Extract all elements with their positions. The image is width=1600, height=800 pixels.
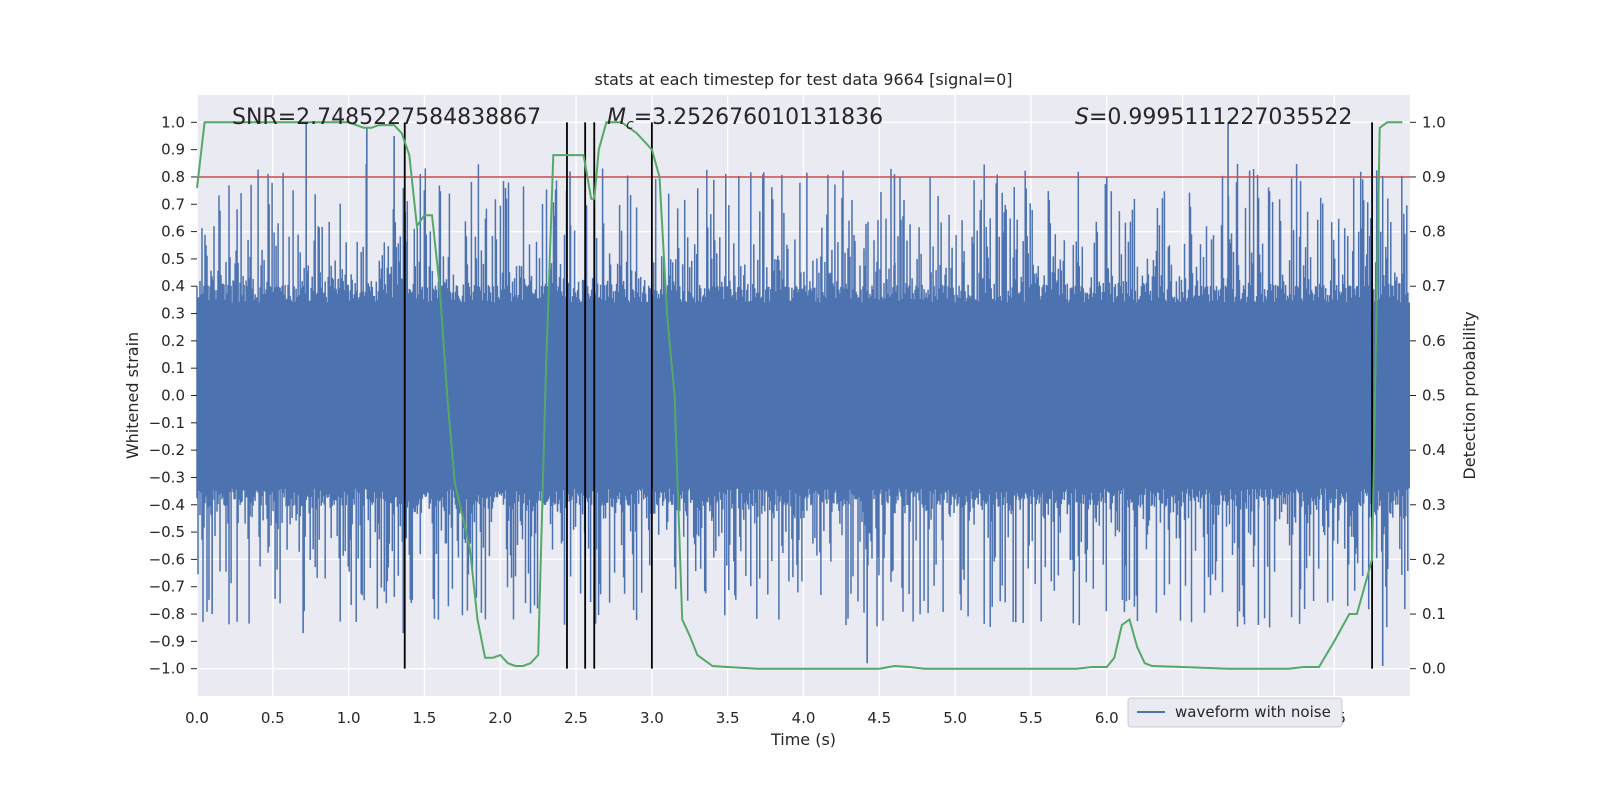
x-tick-label: 6.0: [1095, 709, 1119, 727]
x-axis-label: Time (s): [770, 730, 836, 749]
y2-axis-label: Detection probability: [1460, 311, 1479, 479]
y-tick-label: 0.1: [161, 359, 185, 377]
y-tick-label: 0.7: [161, 195, 185, 213]
s-symbol: S: [1075, 105, 1089, 130]
y2-tick-label: 0.9: [1422, 168, 1446, 186]
y2-tick-label: 0.2: [1422, 550, 1446, 568]
y-tick-label: 0.4: [161, 277, 185, 295]
y2-tick-label: 0.1: [1422, 605, 1446, 623]
y-tick-label: −1.0: [149, 660, 185, 678]
y-tick-label: −0.3: [149, 468, 185, 486]
y2-tick-label: 0.3: [1422, 496, 1446, 514]
y2-tick-label: 0.7: [1422, 277, 1446, 295]
mc-symbol: M: [607, 105, 626, 130]
x-tick-label: 3.0: [640, 709, 664, 727]
x-tick-label: 5.5: [1019, 709, 1043, 727]
y2-axis: 1.0 0.9 0.8 0.7 0.6 0.5 0.4 0.3 0.2 0.1 0.0: [1410, 113, 1446, 678]
x-tick-label: 0.0: [185, 709, 209, 727]
legend-box: [1127, 697, 1343, 728]
x-tick-label: 4.5: [867, 709, 891, 727]
event-markers: [403, 122, 1373, 669]
mc-value: =3.252676010131836: [634, 105, 883, 130]
legend-label: waveform with noise: [1175, 703, 1331, 721]
chirp-mass-annotation: Mc=3.252676010131836: [607, 105, 883, 133]
legend: waveform with noise: [1127, 697, 1343, 728]
x-tick-label: 1.0: [337, 709, 361, 727]
y-tick-label: −0.8: [149, 605, 185, 623]
y-axis: 1.0 0.9 0.8 0.7 0.6 0.5 0.4 0.3 0.2 0.1 0.0 −0.1 −0.…: [149, 113, 197, 678]
x-tick-label: 0.5: [261, 709, 285, 727]
y-tick-label: −0.1: [149, 414, 185, 432]
y2-tick-label: 0.5: [1422, 387, 1446, 405]
y-tick-label: 0.2: [161, 332, 185, 350]
y-tick-label: 0.5: [161, 250, 185, 268]
y2-tick-label: 0.8: [1422, 223, 1446, 241]
y-tick-label: −0.9: [149, 632, 185, 650]
y-tick-label: −0.5: [149, 523, 185, 541]
x-tick-label: 2.0: [488, 709, 512, 727]
s-value: =0.9995111227035522: [1089, 105, 1352, 130]
waveform-with-noise-series: [196, 122, 1410, 666]
y2-tick-label: 0.4: [1422, 441, 1446, 459]
y-tick-label: 1.0: [161, 113, 185, 131]
waveform-core: [197, 302, 1410, 489]
y-axis-label: Whitened strain: [123, 332, 142, 459]
chart-title: stats at each timestep for test data 966…: [594, 70, 1012, 89]
y-tick-label: 0.8: [161, 168, 185, 186]
x-tick-label: 5.0: [943, 709, 967, 727]
y-tick-label: 0.6: [161, 223, 185, 241]
y-tick-label: 0.3: [161, 305, 185, 323]
y-tick-label: −0.2: [149, 441, 185, 459]
mc-subscript: c: [626, 117, 634, 133]
y2-tick-label: 1.0: [1422, 113, 1446, 131]
detection-probability-line: [196, 121, 1403, 670]
y-tick-label: −0.6: [149, 550, 185, 568]
y2-tick-label: 0.6: [1422, 332, 1446, 350]
y-tick-label: 0.9: [161, 141, 185, 159]
x-tick-label: 4.0: [792, 709, 816, 727]
x-tick-label: 1.5: [413, 709, 437, 727]
x-tick-label: 2.5: [564, 709, 588, 727]
y-tick-label: 0.0: [161, 387, 185, 405]
y-tick-label: −0.7: [149, 578, 185, 596]
snr-annotation: SNR=2.7485227584838867: [232, 105, 541, 130]
y-tick-label: −0.4: [149, 496, 185, 514]
x-tick-label: 3.5: [716, 709, 740, 727]
s-annotation: S=0.9995111227035522: [1075, 105, 1352, 130]
y2-tick-label: 0.0: [1422, 660, 1446, 678]
